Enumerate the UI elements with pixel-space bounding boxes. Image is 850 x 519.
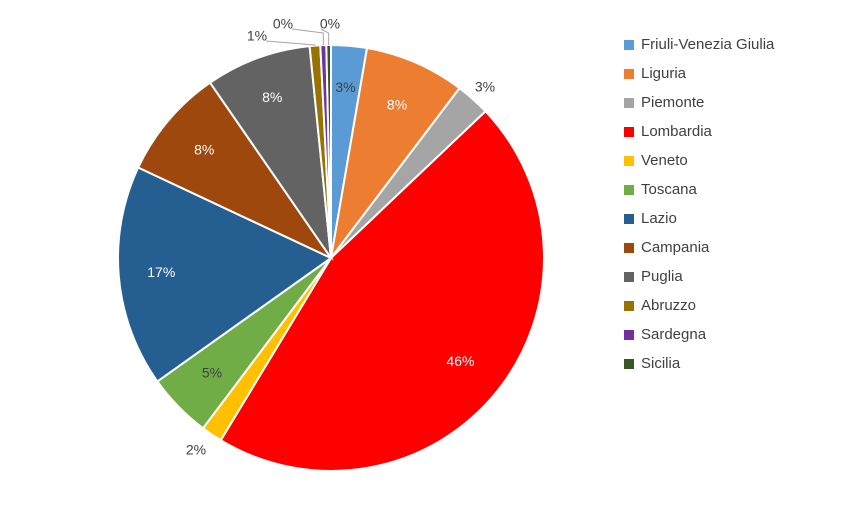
- data-label-liguria: 8%: [387, 96, 407, 112]
- data-label-piemonte: 3%: [475, 79, 495, 95]
- legend-label-lombardia: Lombardia: [641, 123, 713, 140]
- slice-puglia: [208, 44, 332, 259]
- legend: Friuli-Venezia Giulia Liguria Piemonte Lomb…: [624, 36, 775, 372]
- legend-label-abruzzo: Abruzzo: [641, 297, 696, 314]
- legend-label-toscana: Toscana: [641, 181, 698, 198]
- legend-swatch-toscana: [624, 185, 634, 195]
- data-label-abruzzo: 1%: [247, 28, 267, 44]
- legend-swatch-liguria: [624, 69, 634, 79]
- leader-line-sicilia: [320, 28, 330, 46]
- legend-swatch-campania: [624, 243, 634, 253]
- legend-swatch-lazio: [624, 214, 634, 224]
- legend-label-veneto: Veneto: [641, 152, 688, 169]
- data-label-sicilia: 0%: [320, 16, 340, 32]
- legend-swatch-veneto: [624, 156, 634, 166]
- slice-liguria: [330, 46, 461, 259]
- leader-lines: [265, 28, 330, 46]
- slice-lazio: [117, 166, 333, 383]
- data-label-toscana: 5%: [202, 365, 222, 381]
- legend-label-puglia: Puglia: [641, 268, 683, 285]
- data-label-lazio: 17%: [147, 264, 175, 280]
- legend-label-liguria: Liguria: [641, 65, 687, 82]
- slice-campania: [136, 81, 334, 261]
- legend-label-friuli-venezia-giulia: Friuli-Venezia Giulia: [641, 36, 775, 53]
- data-label-veneto: 2%: [186, 442, 206, 458]
- data-label-sardegna: 0%: [273, 16, 293, 32]
- legend-label-campania: Campania: [641, 239, 710, 256]
- data-label-puglia: 8%: [262, 89, 282, 105]
- legend-swatch-friuli-venezia-giulia: [624, 40, 634, 50]
- legend-swatch-lombardia: [624, 127, 634, 137]
- legend-swatch-sardegna: [624, 330, 634, 340]
- leader-line-abruzzo: [265, 40, 316, 46]
- data-labels: 3% 8% 3% 46% 2% 5% 17% 8% 8% 1% 0% 0%: [147, 16, 495, 458]
- legend-label-sardegna: Sardegna: [641, 326, 707, 343]
- legend-swatch-sicilia: [624, 359, 634, 369]
- legend-label-lazio: Lazio: [641, 210, 677, 227]
- data-label-friuli-venezia-giulia: 3%: [335, 79, 355, 95]
- slice-lombardia: [219, 109, 545, 472]
- legend-swatch-abruzzo: [624, 301, 634, 311]
- data-label-lombardia: 46%: [446, 353, 474, 369]
- legend-label-piemonte: Piemonte: [641, 94, 704, 111]
- data-label-campania: 8%: [194, 141, 214, 157]
- pie-slices: [117, 43, 545, 472]
- legend-swatch-piemonte: [624, 98, 634, 108]
- legend-label-sicilia: Sicilia: [641, 355, 681, 372]
- legend-swatch-puglia: [624, 272, 634, 282]
- leader-line-sardegna: [291, 28, 324, 46]
